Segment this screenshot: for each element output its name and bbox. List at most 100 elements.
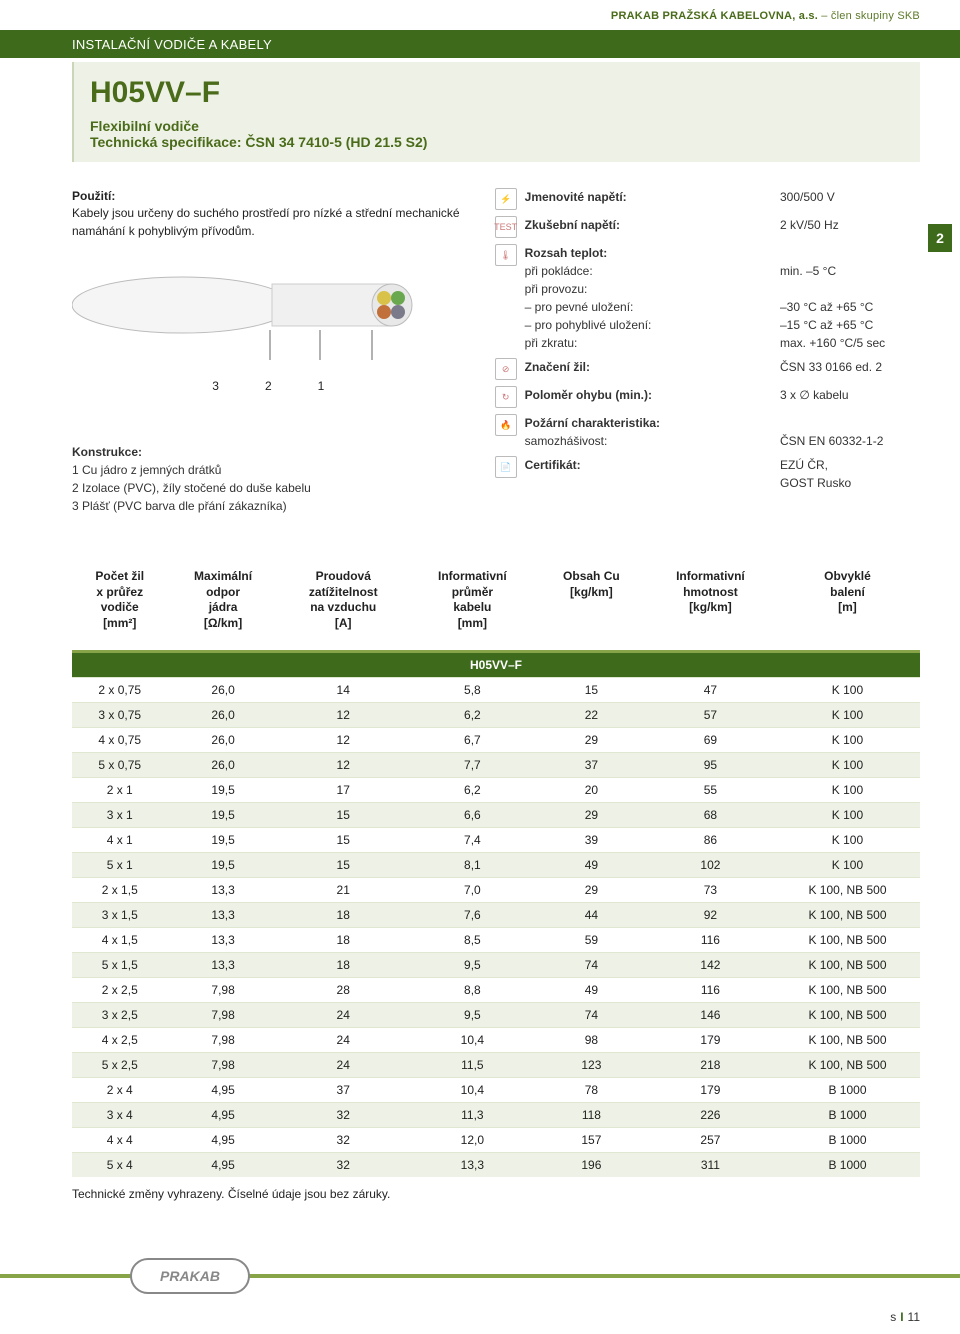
- table-cell: 157: [537, 1127, 646, 1152]
- table-cell: 86: [646, 827, 775, 852]
- usage-block: Použití: Kabely jsou určeny do suchého p…: [72, 188, 465, 240]
- table-cell: 311: [646, 1152, 775, 1177]
- table-footnote: Technické změny vyhrazeny. Číselné údaje…: [72, 1187, 920, 1201]
- table-cell: 32: [279, 1102, 408, 1127]
- col-header: Maximálníodporjádra[Ω/km]: [167, 559, 278, 651]
- spec-body: Požární charakteristika:samozhášivost:ČS…: [525, 414, 920, 450]
- table-cell: 226: [646, 1102, 775, 1127]
- table-cell: 49: [537, 852, 646, 877]
- table-cell: 68: [646, 802, 775, 827]
- table-row: 4 x 2,57,982410,498179K 100, NB 500: [72, 1027, 920, 1052]
- table-cell: 78: [537, 1077, 646, 1102]
- table-cell: 24: [279, 1052, 408, 1077]
- table-cell: 21: [279, 877, 408, 902]
- usage-text: Kabely jsou určeny do suchého prostředí …: [72, 205, 465, 240]
- table-cell: 218: [646, 1052, 775, 1077]
- table-cell: 2 x 4: [72, 1077, 167, 1102]
- table-cell: 10,4: [408, 1027, 537, 1052]
- table-cell: 9,5: [408, 1002, 537, 1027]
- section-label: INSTALAČNÍ VODIČE A KABELY: [72, 37, 272, 52]
- table-cell: K 100: [775, 727, 920, 752]
- spec-body: Zkušební napětí:2 kV/50 Hz: [525, 216, 920, 234]
- table-cell: 24: [279, 1027, 408, 1052]
- table-cell: 49: [537, 977, 646, 1002]
- table-cell: 7,0: [408, 877, 537, 902]
- table-cell: 37: [279, 1077, 408, 1102]
- table-cell: 74: [537, 1002, 646, 1027]
- diagram-label-1: 1: [318, 379, 325, 393]
- data-table: Počet žilx průřezvodiče[mm²]Maximálníodp…: [72, 559, 920, 1176]
- konstrukce-item: 2 Izolace (PVC), žíly stočené do duše ka…: [72, 479, 465, 497]
- table-cell: 26,0: [167, 752, 278, 777]
- table-cell: K 100: [775, 677, 920, 702]
- spec-body: Certifikát:EZÚ ČR,GOST Rusko: [525, 456, 920, 492]
- table-cell: K 100: [775, 777, 920, 802]
- table-cell: 13,3: [167, 952, 278, 977]
- volt-icon: ⚡: [495, 188, 517, 210]
- bend-icon: ↻: [495, 386, 517, 408]
- table-cell: K 100, NB 500: [775, 977, 920, 1002]
- table-cell: 4 x 0,75: [72, 727, 167, 752]
- table-row: 4 x 1,513,3188,559116K 100, NB 500: [72, 927, 920, 952]
- spec-row: 🔥Požární charakteristika:samozhášivost:Č…: [495, 414, 920, 450]
- table-cell: 12: [279, 727, 408, 752]
- company-header: PRAKAB PRAŽSKÁ KABELOVNA, a.s. – člen sk…: [611, 10, 920, 22]
- table-cell: 142: [646, 952, 775, 977]
- table-cell: B 1000: [775, 1127, 920, 1152]
- table-cell: 7,98: [167, 977, 278, 1002]
- table-row: 5 x 44,953213,3196311B 1000: [72, 1152, 920, 1177]
- table-cell: K 100, NB 500: [775, 877, 920, 902]
- spec-body: Jmenovité napětí:300/500 V: [525, 188, 920, 206]
- table-cell: B 1000: [775, 1102, 920, 1127]
- konstrukce-block: Konstrukce: 1 Cu jádro z jemných drátků …: [72, 443, 465, 515]
- table-cell: 73: [646, 877, 775, 902]
- table-cell: K 100, NB 500: [775, 1052, 920, 1077]
- table-cell: K 100: [775, 802, 920, 827]
- page-tab: 2: [928, 224, 952, 252]
- table-row: 4 x 44,953212,0157257B 1000: [72, 1127, 920, 1152]
- footer-logo: PRAKAB: [130, 1258, 250, 1294]
- table-cell: 32: [279, 1152, 408, 1177]
- table-cell: 12,0: [408, 1127, 537, 1152]
- konstrukce-item: 3 Plášť (PVC barva dle přání zákazníka): [72, 497, 465, 515]
- table-cell: 18: [279, 927, 408, 952]
- table-cell: 13,3: [408, 1152, 537, 1177]
- konstrukce-heading: Konstrukce:: [72, 445, 142, 459]
- table-row: 3 x 119,5156,62968K 100: [72, 802, 920, 827]
- table-cell: 116: [646, 977, 775, 1002]
- table-cell: K 100, NB 500: [775, 902, 920, 927]
- table-cell: 95: [646, 752, 775, 777]
- table-cell: 28: [279, 977, 408, 1002]
- table-row: 4 x 119,5157,43986K 100: [72, 827, 920, 852]
- spec-row: ⚡ Jmenovité napětí:300/500 V: [495, 188, 920, 210]
- table-cell: 257: [646, 1127, 775, 1152]
- table-cell: 19,5: [167, 827, 278, 852]
- table-cell: 4 x 1: [72, 827, 167, 852]
- table-cell: 5 x 4: [72, 1152, 167, 1177]
- table-cell: 6,6: [408, 802, 537, 827]
- table-row: 2 x 1,513,3217,02973K 100, NB 500: [72, 877, 920, 902]
- company-name: PRAKAB PRAŽSKÁ KABELOVNA, a.s.: [611, 10, 818, 22]
- table-cell: 22: [537, 702, 646, 727]
- table-cell: 179: [646, 1027, 775, 1052]
- table-cell: 24: [279, 1002, 408, 1027]
- table-cell: 26,0: [167, 677, 278, 702]
- table-cell: 29: [537, 802, 646, 827]
- table-cell: 15: [279, 852, 408, 877]
- table-cell: 179: [646, 1077, 775, 1102]
- table-cell: 13,3: [167, 877, 278, 902]
- table-row: 3 x 44,953211,3118226B 1000: [72, 1102, 920, 1127]
- table-cell: 196: [537, 1152, 646, 1177]
- table-cell: 5 x 2,5: [72, 1052, 167, 1077]
- table-cell: 92: [646, 902, 775, 927]
- table-cell: 118: [537, 1102, 646, 1127]
- product-code: H05VV–F: [90, 76, 904, 110]
- table-cell: 44: [537, 902, 646, 927]
- subtitle-1: Flexibilní vodiče: [90, 118, 904, 134]
- table-cell: K 100: [775, 827, 920, 852]
- table-cell: 4,95: [167, 1152, 278, 1177]
- table-cell: 5 x 1,5: [72, 952, 167, 977]
- table-cell: 2 x 0,75: [72, 677, 167, 702]
- table-cell: 146: [646, 1002, 775, 1027]
- table-cell: 8,8: [408, 977, 537, 1002]
